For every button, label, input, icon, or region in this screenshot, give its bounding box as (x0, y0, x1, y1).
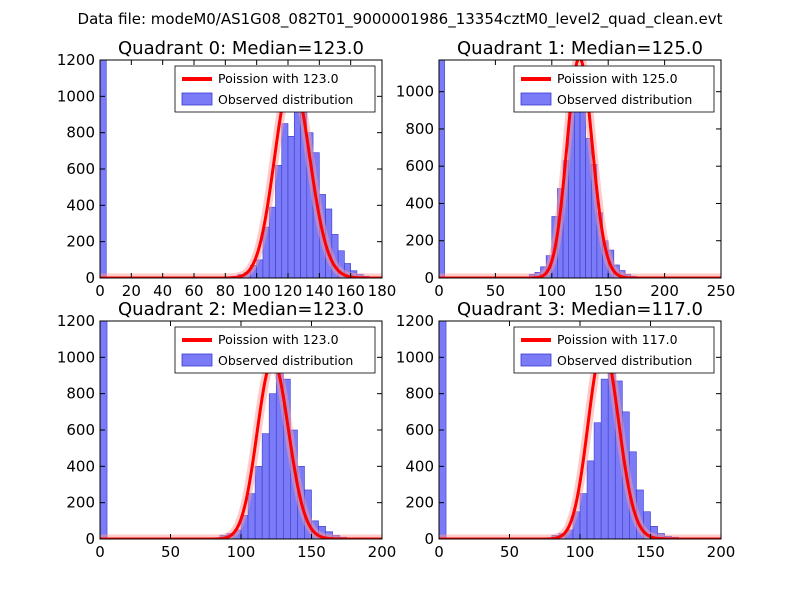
y-tick-label: 1200 (57, 51, 95, 69)
x-tick-label: 40 (153, 282, 172, 300)
legend: Poission with 123.0 Observed distribution (174, 326, 376, 374)
x-tick-label: 60 (184, 282, 203, 300)
x-tick-label: 150 (297, 543, 326, 561)
x-tick-label: 0 (434, 282, 444, 300)
y-tick-label: 400 (66, 457, 95, 475)
legend-label-observed: Observed distribution (557, 353, 692, 368)
x-tick-label: 250 (707, 282, 736, 300)
x-tick-label: 150 (594, 282, 623, 300)
legend-label-poisson: Poission with 125.0 (557, 71, 678, 86)
x-tick-label: 0 (95, 282, 105, 300)
histogram-bar (268, 393, 277, 539)
x-tick-label: 50 (500, 543, 519, 561)
y-tick-label: 1200 (396, 312, 434, 330)
y-tick-label: 600 (405, 157, 434, 175)
legend: Poission with 123.0 Observed distribution (174, 65, 376, 113)
y-tick-label: 1000 (396, 83, 434, 101)
figure-suptitle: Data file: modeM0/AS1G08_082T01_90000019… (78, 10, 723, 29)
legend-label-poisson: Poission with 117.0 (557, 332, 678, 347)
x-tick-label: 20 (122, 282, 141, 300)
y-tick-label: 0 (424, 269, 434, 287)
legend-label-observed: Observed distribution (218, 353, 353, 368)
histogram-bar (600, 378, 609, 539)
y-tick-label: 400 (405, 457, 434, 475)
x-tick-label: 0 (95, 543, 105, 561)
y-tick-label: 200 (405, 232, 434, 250)
y-tick-label: 200 (66, 494, 95, 512)
legend-label-observed: Observed distribution (557, 92, 692, 107)
y-tick-label: 800 (405, 385, 434, 403)
legend-label-observed: Observed distribution (218, 92, 353, 107)
y-tick-label: 600 (405, 421, 434, 439)
y-tick-label: 1000 (57, 348, 95, 366)
y-tick-label: 0 (424, 530, 434, 548)
histogram-bar (268, 206, 276, 278)
x-tick-label: 100 (227, 543, 256, 561)
legend-bar-swatch (181, 92, 213, 106)
x-tick-label: 140 (305, 282, 334, 300)
quadrant-title: Quadrant 1: Median=125.0 (457, 38, 703, 59)
y-tick-label: 400 (66, 196, 95, 214)
x-tick-label: 100 (242, 282, 271, 300)
histogram-bar (281, 123, 289, 278)
x-tick-label: 150 (636, 543, 665, 561)
x-tick-label: 120 (274, 282, 303, 300)
y-tick-label: 1200 (57, 312, 95, 330)
plot-frame (438, 59, 722, 279)
histogram-bar (593, 422, 602, 539)
y-tick-label: 400 (405, 194, 434, 212)
x-tick-label: 200 (650, 282, 679, 300)
histogram-bar (586, 460, 595, 539)
histogram-bar (287, 136, 295, 278)
x-tick-label: 200 (368, 543, 397, 561)
quadrant-title: Quadrant 0: Median=123.0 (118, 38, 364, 59)
x-tick-label: 50 (486, 282, 505, 300)
legend-bar-swatch (181, 353, 213, 367)
poisson-curve-glow (100, 356, 382, 539)
x-tick-label: 100 (566, 543, 595, 561)
x-tick-label: 160 (336, 282, 365, 300)
legend-label-poisson: Poission with 123.0 (218, 71, 339, 86)
y-tick-label: 0 (85, 269, 95, 287)
y-tick-label: 200 (66, 233, 95, 251)
legend-label-poisson: Poission with 123.0 (218, 332, 339, 347)
legend: Poission with 125.0 Observed distribution (513, 65, 715, 113)
x-tick-label: 0 (434, 543, 444, 561)
y-tick-label: 1000 (57, 87, 95, 105)
x-tick-label: 180 (368, 282, 397, 300)
quadrant-title: Quadrant 3: Median=117.0 (457, 299, 703, 320)
quadrant-title: Quadrant 2: Median=123.0 (118, 299, 364, 320)
y-tick-label: 800 (405, 120, 434, 138)
quadrant-1-chart: 0 50 100 150 200 250 0 200 400 600 800 1000 Quadrant… (396, 38, 736, 300)
histogram-bar (254, 466, 263, 539)
legend-bar-swatch (520, 353, 552, 367)
quadrant-2-chart: 0 50 100 150 200 0 200 400 600 800 1000 1200 Quadran… (57, 299, 397, 561)
poisson-curve (100, 75, 382, 278)
histogram-bar (579, 106, 586, 278)
histogram-bar (439, 60, 445, 278)
x-tick-label: 200 (707, 543, 736, 561)
quadrant-0-chart: 0 20 40 60 80 100 120 140 160 180 0 200 400 600 800 100… (57, 38, 397, 300)
x-tick-label: 50 (161, 543, 180, 561)
legend-bar-swatch (520, 92, 552, 106)
y-tick-label: 800 (66, 124, 95, 142)
x-tick-label: 100 (537, 282, 566, 300)
x-tick-label: 80 (216, 282, 235, 300)
y-tick-label: 600 (66, 421, 95, 439)
y-tick-label: 600 (66, 160, 95, 178)
y-tick-label: 0 (85, 530, 95, 548)
y-tick-label: 200 (405, 494, 434, 512)
y-tick-label: 800 (66, 385, 95, 403)
quadrant-3-chart: 0 50 100 150 200 0 200 400 600 800 1000 1200 Quadran… (396, 299, 736, 561)
histogram-bar (261, 433, 270, 539)
y-tick-label: 1000 (396, 348, 434, 366)
legend: Poission with 117.0 Observed distribution (513, 326, 715, 374)
histogram-bar (275, 165, 283, 278)
